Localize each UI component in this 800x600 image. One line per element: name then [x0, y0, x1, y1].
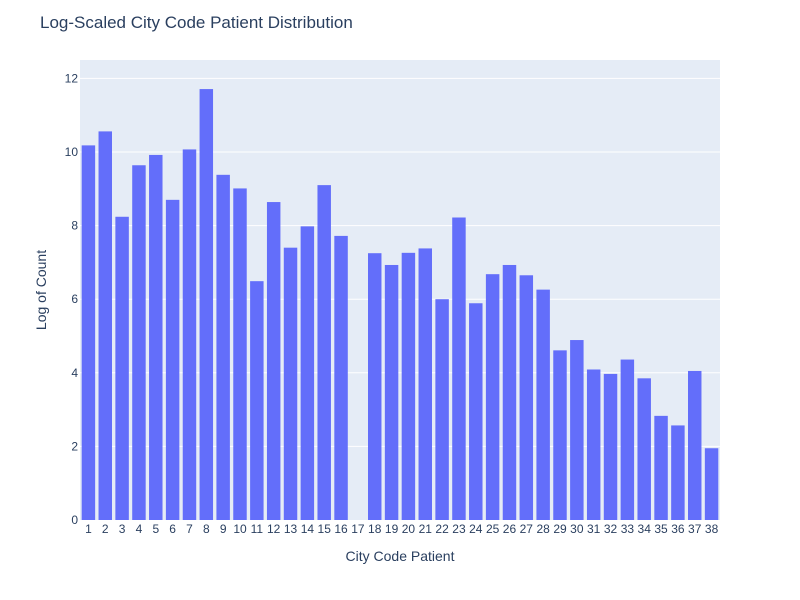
- bar-29[interactable]: [553, 350, 567, 520]
- x-tick-label: 7: [186, 522, 193, 536]
- bar-31[interactable]: [586, 369, 601, 520]
- x-tick-label: 13: [284, 522, 298, 536]
- x-tick-label: 31: [587, 522, 601, 536]
- x-tick-label: 28: [536, 522, 550, 536]
- y-tick-labels: 0 2 4 6 8 10 12: [65, 71, 79, 527]
- bar-15[interactable]: [317, 185, 331, 520]
- x-tick-label: 15: [318, 522, 332, 536]
- x-tick-label: 22: [435, 522, 449, 536]
- bar-1[interactable]: [81, 145, 96, 520]
- bar-36[interactable]: [671, 425, 685, 520]
- x-tick-label: 34: [638, 522, 652, 536]
- bar-3[interactable]: [115, 216, 129, 520]
- x-tick-label: 32: [604, 522, 618, 536]
- chart-title: Log-Scaled City Code Patient Distributio…: [40, 13, 353, 32]
- x-tick-label: 18: [368, 522, 382, 536]
- bar-19[interactable]: [384, 264, 399, 520]
- bar-25[interactable]: [485, 274, 500, 520]
- bar-8[interactable]: [199, 89, 214, 520]
- x-tick-label: 8: [203, 522, 210, 536]
- bar-6[interactable]: [165, 199, 180, 520]
- y-tick-label: 8: [71, 219, 78, 233]
- bar-33[interactable]: [620, 359, 635, 520]
- y-tick-label: 0: [71, 513, 78, 527]
- x-tick-labels: 1 2 3 4 5 6 7 8 9 10 11 12 13 14 15 16 17 18 19 20 21 22 23 24 2…: [85, 522, 718, 536]
- bar-27[interactable]: [519, 275, 534, 520]
- y-tick-label: 10: [65, 145, 79, 159]
- bar-7[interactable]: [182, 149, 197, 521]
- bar-16[interactable]: [334, 235, 348, 520]
- x-tick-label: 4: [136, 522, 143, 536]
- bar-38[interactable]: [704, 448, 719, 520]
- x-tick-label: 19: [385, 522, 399, 536]
- x-tick-label: 21: [419, 522, 433, 536]
- bar-11[interactable]: [250, 281, 264, 520]
- bar-5[interactable]: [149, 154, 163, 520]
- x-axis-title: City Code Patient: [346, 548, 455, 564]
- bar-24[interactable]: [469, 303, 483, 520]
- bar-32[interactable]: [603, 373, 618, 520]
- x-tick-label: 14: [301, 522, 315, 536]
- x-tick-label: 10: [233, 522, 247, 536]
- bar-2[interactable]: [98, 131, 112, 520]
- x-tick-label: 16: [334, 522, 348, 536]
- bar-12[interactable]: [266, 202, 281, 521]
- bar-28[interactable]: [536, 289, 550, 520]
- x-tick-label: 29: [553, 522, 567, 536]
- x-tick-label: 25: [486, 522, 500, 536]
- x-tick-label: 30: [570, 522, 584, 536]
- x-tick-label: 1: [85, 522, 92, 536]
- x-tick-label: 33: [621, 522, 635, 536]
- bar-4[interactable]: [132, 165, 146, 520]
- x-tick-label: 11: [251, 522, 264, 536]
- x-tick-label: 35: [654, 522, 668, 536]
- y-tick-label: 4: [71, 366, 78, 380]
- bar-35[interactable]: [654, 415, 668, 520]
- bar-9[interactable]: [216, 174, 230, 520]
- x-tick-label: 27: [520, 522, 534, 536]
- x-tick-label: 6: [169, 522, 176, 536]
- y-tick-label: 6: [71, 292, 78, 306]
- y-axis-title: Log of Count: [33, 250, 49, 330]
- bar-37[interactable]: [688, 370, 702, 520]
- x-tick-label: 3: [119, 522, 126, 536]
- x-tick-label: 23: [452, 522, 466, 536]
- bar-30[interactable]: [570, 340, 584, 520]
- bar-10[interactable]: [233, 188, 247, 520]
- x-tick-label: 26: [503, 522, 517, 536]
- bar-26[interactable]: [502, 264, 517, 520]
- x-tick-label: 17: [351, 522, 365, 536]
- y-tick-label: 2: [71, 439, 78, 453]
- x-tick-label: 38: [705, 522, 719, 536]
- bar-20[interactable]: [401, 252, 416, 520]
- y-tick-label: 12: [65, 71, 79, 85]
- x-tick-label: 5: [152, 522, 159, 536]
- x-tick-label: 37: [688, 522, 702, 536]
- x-tick-label: 2: [102, 522, 109, 536]
- x-tick-label: 9: [220, 522, 227, 536]
- x-tick-label: 20: [402, 522, 416, 536]
- bar-14[interactable]: [300, 226, 315, 520]
- bar-21[interactable]: [418, 248, 432, 521]
- bar-34[interactable]: [637, 378, 651, 520]
- bar-23[interactable]: [452, 217, 466, 521]
- bars: [81, 89, 719, 521]
- x-tick-label: 36: [671, 522, 685, 536]
- bar-22[interactable]: [435, 299, 449, 520]
- x-tick-label: 12: [267, 522, 281, 536]
- x-tick-label: 24: [469, 522, 483, 536]
- bar-13[interactable]: [283, 247, 298, 520]
- bar-18[interactable]: [368, 253, 382, 520]
